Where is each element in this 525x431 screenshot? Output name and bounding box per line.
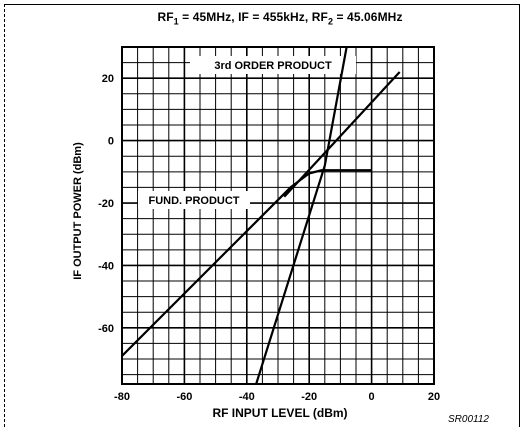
x-tick-label: -80 bbox=[114, 391, 130, 403]
annotation-bg bbox=[190, 56, 356, 74]
title-rf2-sub: 2 bbox=[327, 16, 334, 27]
title-middle: = 45MHz, IF = 455kHz, RF bbox=[178, 10, 328, 24]
x-tick-label: 0 bbox=[369, 391, 375, 403]
x-axis-label: RF INPUT LEVEL (dBm) bbox=[212, 406, 348, 420]
annotation-3rd-order: 3rd ORDER PRODUCT bbox=[214, 60, 332, 72]
title-rf2-post: = 45.06MHz bbox=[333, 10, 403, 24]
y-tick-label: -20 bbox=[98, 198, 114, 210]
y-tick-label: 0 bbox=[108, 136, 114, 148]
x-tick-label: -60 bbox=[176, 391, 192, 403]
annotation-fund-product: FUND. PRODUCT bbox=[148, 195, 239, 207]
x-tick-label: 20 bbox=[428, 391, 440, 403]
plot-border bbox=[121, 46, 435, 385]
series-line-2 bbox=[255, 46, 348, 385]
annotation-bg bbox=[138, 191, 250, 209]
title-rf1: RF bbox=[157, 10, 174, 24]
y-tick-label: 20 bbox=[102, 73, 114, 85]
series-line-1 bbox=[121, 169, 372, 357]
chart-title: RF1 = 45MHz, IF = 455kHz, RF2 = 45.06MHz bbox=[120, 10, 440, 26]
x-tick-label: -20 bbox=[301, 391, 317, 403]
x-tick-label: -40 bbox=[239, 391, 255, 403]
figure-code: SR00112 bbox=[448, 414, 489, 425]
title-rf1-sub: 1 bbox=[173, 16, 179, 27]
series-line-3 bbox=[283, 71, 401, 198]
y-tick-label: -60 bbox=[98, 323, 114, 335]
y-tick-label: -40 bbox=[98, 260, 114, 272]
left-frame-edge bbox=[4, 4, 6, 427]
figure-frame bbox=[4, 4, 520, 427]
